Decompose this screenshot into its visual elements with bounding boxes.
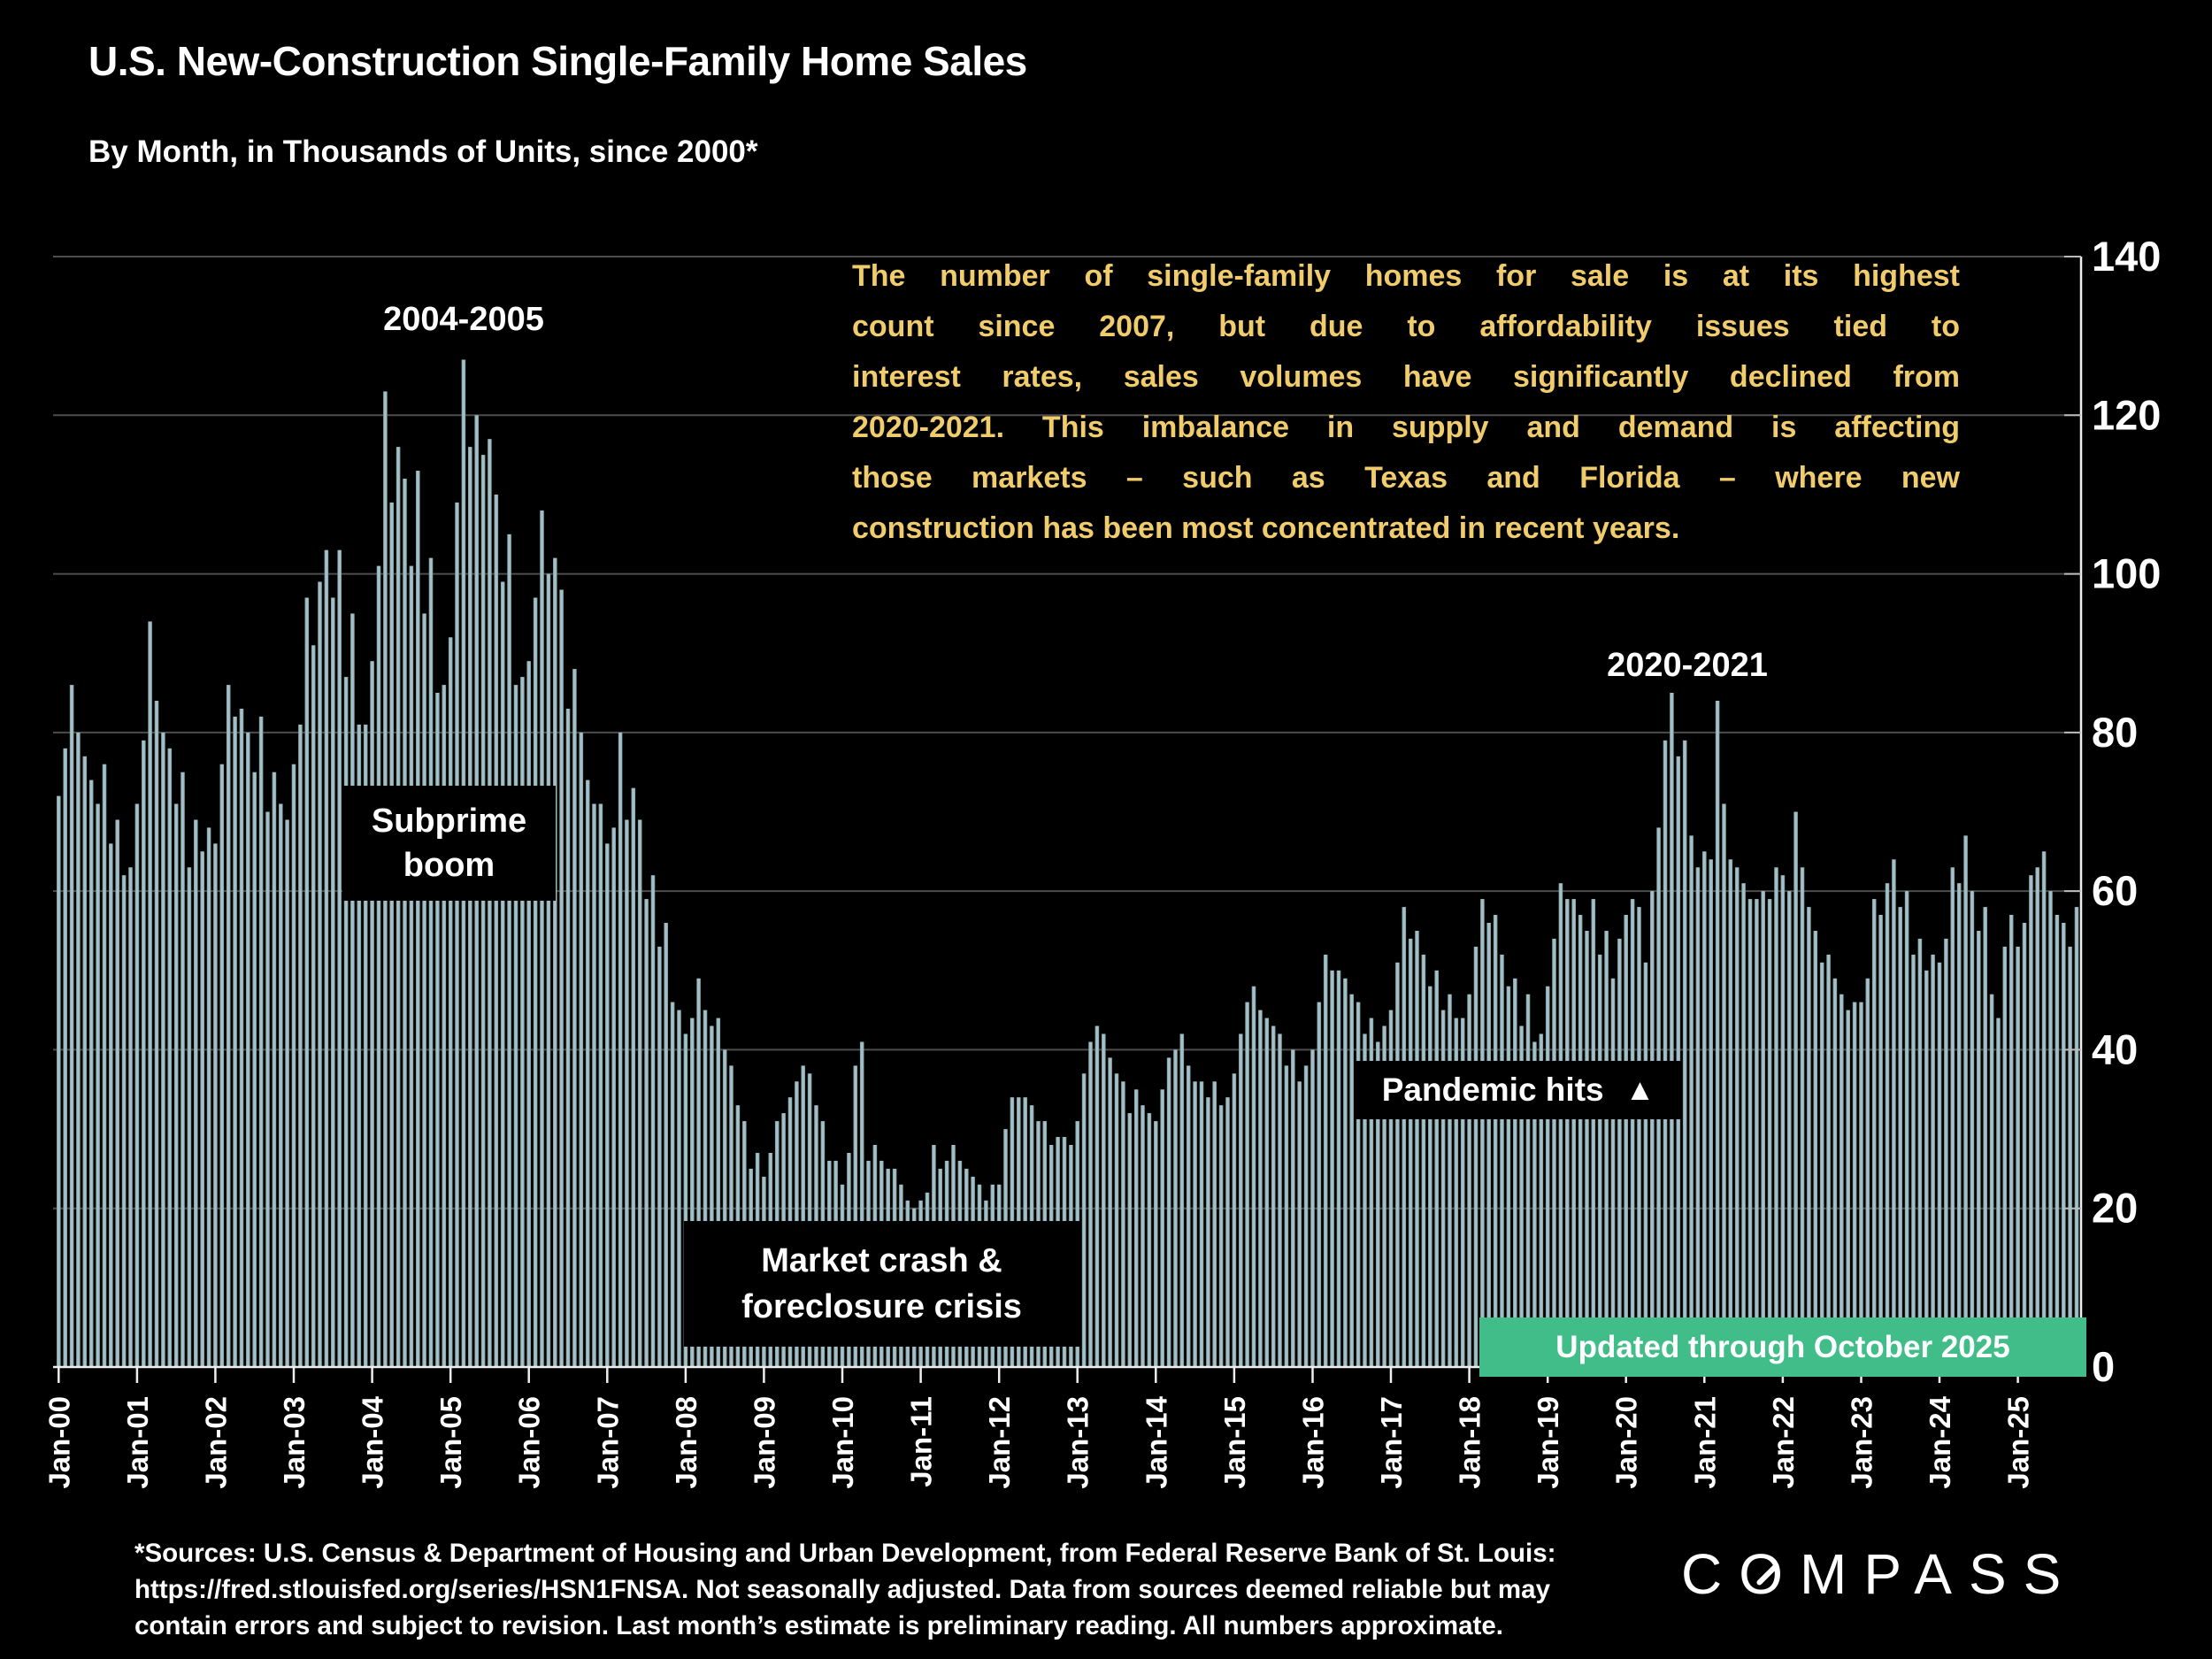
svg-text:120: 120 [2092,391,2161,438]
logo-letter: C [1681,1542,1740,1606]
svg-text:140: 140 [2092,233,2161,280]
sources-line: https://fred.stlouisfed.org/series/HSN1F… [134,1575,1550,1604]
svg-text:Jan-05: Jan-05 [434,1396,467,1489]
svg-text:80: 80 [2092,709,2138,756]
svg-text:Jan-07: Jan-07 [591,1396,624,1489]
sources-line: *Sources: U.S. Census & Department of Ho… [134,1539,1556,1568]
svg-text:Jan-25: Jan-25 [2002,1396,2035,1489]
callout-pandemic-text: Pandemic hits [1381,1071,1604,1108]
svg-text:Jan-17: Jan-17 [1375,1396,1408,1489]
svg-text:Jan-15: Jan-15 [1218,1396,1251,1489]
svg-text:100: 100 [2092,550,2161,597]
sources-note: *Sources: U.S. Census & Department of Ho… [134,1535,1555,1644]
commentary-line: those markets – such as Texas and Florid… [852,461,1960,495]
svg-text:Jan-09: Jan-09 [748,1396,780,1489]
svg-text:Jan-12: Jan-12 [983,1396,1016,1489]
commentary-line: The number of single-family homes for sa… [852,259,1960,293]
callout-subprime-text: Subprime boom [371,803,527,884]
svg-text:Jan-00: Jan-00 [42,1396,75,1489]
logo-letters: MPASS [1800,1542,2078,1606]
svg-text:20: 20 [2092,1185,2138,1232]
callout-subprime-boom: Subprime boom [342,786,556,901]
svg-text:Jan-20: Jan-20 [1610,1396,1643,1489]
svg-text:Jan-23: Jan-23 [1846,1396,1878,1489]
page-title: U.S. New-Construction Single-Family Home… [88,38,1027,84]
svg-text:Jan-21: Jan-21 [1688,1396,1721,1489]
svg-text:Jan-03: Jan-03 [278,1396,311,1489]
logo-letter: O [1739,1542,1800,1606]
page-subtitle: By Month, in Thousands of Units, since 2… [88,134,758,169]
svg-text:Jan-08: Jan-08 [670,1396,703,1489]
svg-text:Jan-01: Jan-01 [121,1396,154,1489]
commentary-line: 2020-2021. This imbalance in supply and … [852,411,1960,444]
callout-pandemic-hits: Pandemic hits ▲ [1356,1061,1681,1119]
updated-badge-text: Updated through October 2025 [1555,1329,2010,1364]
svg-text:Jan-06: Jan-06 [513,1396,546,1489]
sources-line: contain errors and subject to revision. … [134,1611,1503,1640]
callout-market-crash: Market crash & foreclosure crisis [684,1221,1079,1347]
svg-text:Jan-14: Jan-14 [1140,1395,1172,1488]
logo-letter-o: O [1739,1541,1800,1607]
up-triangle-icon: ▲ [1624,1073,1655,1107]
svg-text:60: 60 [2092,867,2138,914]
commentary-line: interest rates, sales volumes have signi… [852,360,1960,394]
svg-text:Jan-10: Jan-10 [826,1396,859,1489]
callout-crash-text: Market crash & foreclosure crisis [741,1242,1022,1325]
svg-text:Jan-13: Jan-13 [1062,1396,1094,1489]
compass-logo: COMPASS [1681,1541,2078,1607]
svg-text:Jan-16: Jan-16 [1297,1396,1330,1489]
updated-badge: Updated through October 2025 [1479,1317,2086,1377]
label-2020-2021: 2020-2021 [1607,647,1768,684]
svg-text:40: 40 [2092,1025,2138,1072]
label-2004-2005: 2004-2005 [383,301,544,338]
svg-text:0: 0 [2092,1343,2115,1390]
svg-text:Jan-22: Jan-22 [1767,1396,1800,1489]
svg-text:Jan-02: Jan-02 [199,1396,232,1489]
svg-text:Jan-11: Jan-11 [905,1396,938,1487]
svg-text:Jan-04: Jan-04 [357,1395,389,1488]
commentary-line: construction has been most concentrated … [852,511,1680,545]
commentary-line: count since 2007, but due to affordabili… [852,310,1960,343]
svg-text:Jan-24: Jan-24 [1924,1395,1956,1488]
svg-text:Jan-18: Jan-18 [1454,1396,1486,1489]
commentary-text: The number of single-family homes for sa… [852,251,1960,554]
svg-text:Jan-19: Jan-19 [1532,1396,1564,1489]
